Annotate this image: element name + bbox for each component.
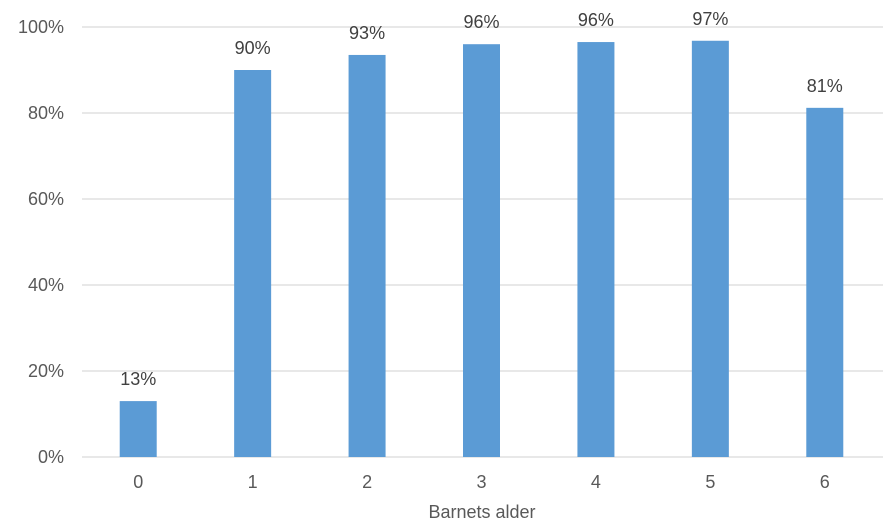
bar	[119, 401, 157, 457]
x-tick-label: 1	[248, 472, 258, 492]
data-labels: 13% 90% 93% 96% 96% 97% 81%	[120, 9, 843, 389]
x-tick-label: 4	[591, 472, 601, 492]
bar	[577, 42, 615, 458]
y-tick-label: 0%	[38, 447, 64, 467]
data-label: 13%	[120, 369, 156, 389]
bar	[348, 54, 386, 457]
x-axis-tick-labels: 0 1 2 3 4 5 6	[133, 472, 830, 492]
data-label: 97%	[692, 9, 728, 29]
bars	[119, 40, 844, 458]
data-label: 93%	[349, 23, 385, 43]
x-tick-label: 6	[820, 472, 830, 492]
bar	[463, 44, 500, 457]
x-tick-label: 2	[362, 472, 372, 492]
y-tick-label: 40%	[28, 275, 64, 295]
bar	[691, 40, 729, 457]
bar	[806, 107, 844, 457]
data-label: 81%	[807, 76, 843, 96]
bar	[234, 70, 272, 457]
data-label: 90%	[235, 38, 271, 58]
x-tick-label: 0	[133, 472, 143, 492]
y-axis-tick-labels: 0% 20% 40% 60% 80% 100%	[18, 17, 64, 467]
x-tick-label: 3	[476, 472, 486, 492]
data-label: 96%	[578, 10, 614, 30]
data-label: 96%	[463, 12, 499, 32]
y-tick-label: 100%	[18, 17, 64, 37]
y-tick-label: 60%	[28, 189, 64, 209]
y-tick-label: 20%	[28, 361, 64, 381]
x-axis-title: Barnets alder	[428, 502, 535, 522]
x-tick-label: 5	[705, 472, 715, 492]
y-tick-label: 80%	[28, 103, 64, 123]
